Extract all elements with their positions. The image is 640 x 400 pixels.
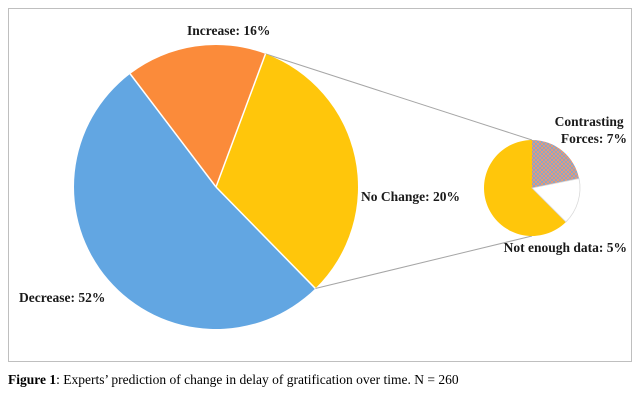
label-decrease: Decrease: 52% [19,290,105,305]
chart-frame: Increase: 16% No Change: 20% Decrease: 5… [8,8,632,362]
connector-lines [265,53,533,289]
main-slice-divider [215,186,316,289]
connector-bottom [315,235,533,289]
main-slice-divider [215,53,267,188]
label-not-enough-data: Not enough data: 5% [504,240,627,255]
main-slice-divider [129,73,217,188]
label-contrasting-forces: Contrasting Forces: 7% [555,114,627,146]
main-pie [74,45,358,329]
pie-of-pie-chart: Increase: 16% No Change: 20% Decrease: 5… [19,23,627,329]
subslice-no-change [483,140,566,236]
secondary-pie [483,140,581,236]
slice-other-group [216,53,358,289]
connector-top [265,53,533,141]
subslice-contrasting-forces [532,140,580,188]
label-contrasting-forces-line1: Contrasting [555,114,624,129]
label-contrasting-forces-line2: Forces: 7% [561,131,627,146]
label-increase: Increase: 16% [187,23,270,38]
figure-caption-prefix: Figure 1 [8,372,57,387]
subslice-not-enough-data [531,178,581,223]
label-no-change: No Change: 20% [361,189,460,204]
figure-caption: Figure 1: Experts’ prediction of change … [8,372,632,388]
figure-caption-text: : Experts’ prediction of change in delay… [56,372,459,387]
slice-increase [130,45,266,187]
slice-decrease [74,73,316,329]
